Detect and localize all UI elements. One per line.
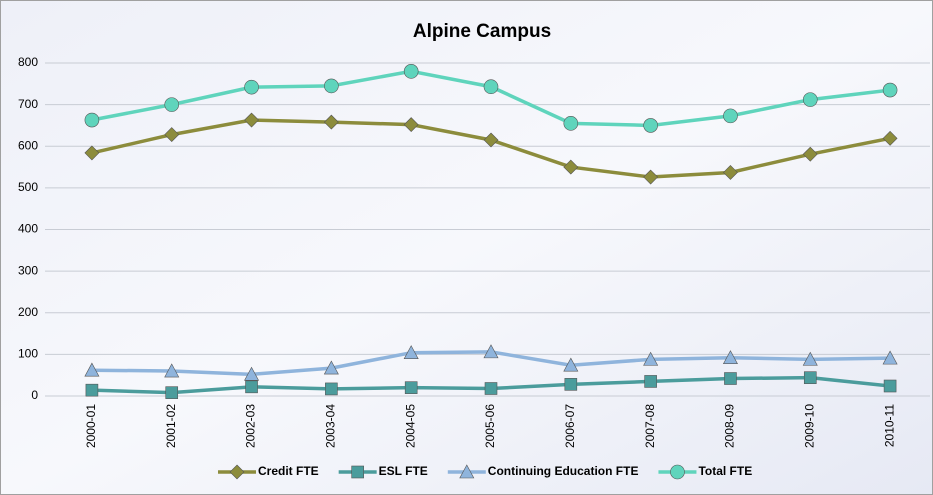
chart: Alpine Campus 0 100 200 300 400 500 600 700 800 2… xyxy=(0,0,933,495)
marker xyxy=(324,79,338,93)
y-tick-label: 300 xyxy=(18,263,38,277)
x-tick-label: 2010-11 xyxy=(882,404,896,447)
y-tick-label: 600 xyxy=(18,138,38,152)
y-tick-label: 0 xyxy=(31,388,38,402)
marker xyxy=(405,382,417,394)
y-tick-label: 800 xyxy=(18,55,38,69)
x-tick-label: 2008-09 xyxy=(723,404,737,448)
x-tick-label: 2000-01 xyxy=(84,404,98,448)
marker xyxy=(803,93,817,107)
marker xyxy=(484,80,498,94)
marker xyxy=(166,387,178,399)
marker xyxy=(325,383,337,395)
y-tick-label: 400 xyxy=(18,222,38,236)
marker xyxy=(723,109,737,123)
x-tick-label: 2001-02 xyxy=(164,404,178,448)
legend-label: Credit FTE xyxy=(258,464,319,478)
x-tick-label: 2004-05 xyxy=(403,404,417,448)
marker xyxy=(645,375,657,387)
y-tick-label: 200 xyxy=(18,305,38,319)
marker xyxy=(724,373,736,385)
x-tick-label: 2007-08 xyxy=(643,404,657,448)
x-tick-label: 2006-07 xyxy=(563,404,577,448)
legend-label: Continuing Education FTE xyxy=(488,464,639,478)
x-tick-label: 2002-03 xyxy=(244,404,258,448)
marker xyxy=(85,113,99,127)
chart-title: Alpine Campus xyxy=(413,21,551,42)
y-tick-label: 500 xyxy=(18,180,38,194)
marker xyxy=(804,372,816,384)
y-tick-label: 100 xyxy=(18,347,38,361)
marker xyxy=(644,118,658,132)
x-tick-label: 2005-06 xyxy=(483,404,497,448)
marker xyxy=(404,64,418,78)
marker xyxy=(245,80,259,94)
marker xyxy=(485,383,497,395)
marker xyxy=(883,83,897,97)
marker xyxy=(352,466,364,478)
marker xyxy=(884,380,896,392)
marker xyxy=(670,465,684,479)
x-tick-label: 2009-10 xyxy=(802,404,816,448)
chart-background xyxy=(1,1,933,495)
y-tick-label: 700 xyxy=(18,97,38,111)
x-tick-label: 2003-04 xyxy=(324,404,338,448)
legend-label: ESL FTE xyxy=(379,464,428,478)
marker xyxy=(86,384,98,396)
legend-label: Total FTE xyxy=(698,464,752,478)
marker xyxy=(565,378,577,390)
marker xyxy=(564,116,578,130)
marker xyxy=(165,98,179,112)
marker xyxy=(246,381,258,393)
